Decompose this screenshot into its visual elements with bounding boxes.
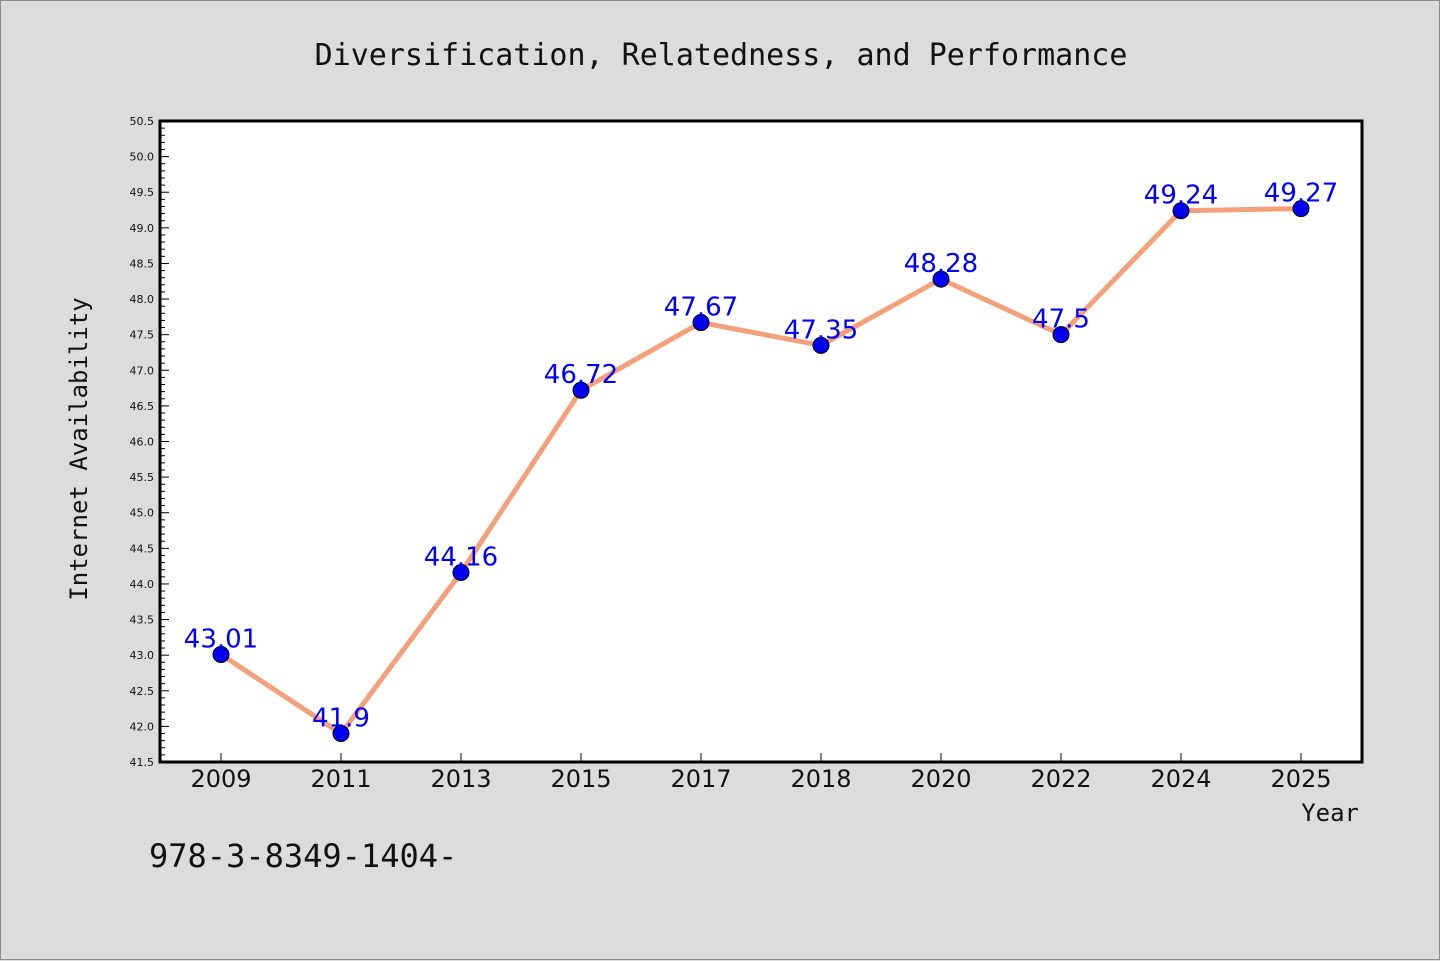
series-line [218, 206, 1304, 737]
footer-id-text: 978-3-8349-1404- [149, 837, 457, 875]
data-point-marker [212, 645, 230, 663]
series-layer: 43.01 41.9 44.16 46.72 47.67 47.35 48.28 47.5 49… [184, 179, 1338, 743]
y-tick-label: 45.0 [130, 507, 155, 520]
data-point-marker [692, 314, 710, 332]
y-tick-label: 49.0 [130, 222, 155, 235]
x-tick-label: 2017 [670, 765, 731, 793]
data-label: 43.01 [184, 624, 258, 654]
data-label: 47.5 [1032, 305, 1090, 335]
data-point-marker [812, 336, 830, 354]
data-label: 47.67 [664, 293, 738, 323]
y-tick-label: 46.5 [130, 400, 155, 413]
y-tick-label: 43.5 [130, 614, 155, 627]
data-label: 46.72 [544, 360, 618, 390]
x-axis: 2009 2011 2013 2015 2017 2018 2020 2022 2024 2025 [190, 753, 1332, 793]
x-tick-label: 2009 [190, 765, 251, 793]
x-tick-label: 2022 [1030, 765, 1091, 793]
y-tick-label: 48.5 [130, 257, 155, 270]
data-label: 49.27 [1264, 179, 1338, 209]
x-tick-label: 2025 [1270, 765, 1331, 793]
y-tick-label: 47.5 [130, 329, 155, 342]
x-tick-label: 2011 [310, 765, 371, 793]
data-point-marker [1172, 202, 1190, 220]
y-tick-label: 41.5 [130, 756, 155, 769]
x-tick-label: 2024 [1150, 765, 1211, 793]
y-tick-label: 50.5 [130, 115, 155, 128]
x-tick-label: 2018 [790, 765, 851, 793]
data-point-marker [1292, 200, 1310, 218]
y-tick-label: 50.0 [130, 151, 155, 164]
data-point-marker [332, 725, 350, 743]
y-tick-label: 48.0 [130, 293, 155, 306]
x-tick-label: 2020 [910, 765, 971, 793]
y-tick-label: 43.0 [130, 649, 155, 662]
y-tick-label: 46.0 [130, 436, 155, 449]
data-label: 41.9 [312, 704, 370, 734]
data-point-marker [932, 270, 950, 288]
data-label: 44.16 [424, 543, 498, 573]
y-axis: 41.5 42.0 42.5 43.0 43.5 44.0 44.5 45.0 45.5 46.0… [130, 115, 169, 769]
y-tick-label: 49.5 [130, 186, 155, 199]
y-tick-label: 42.0 [130, 720, 155, 733]
x-tick-label: 2013 [430, 765, 491, 793]
chart-title: Diversification, Relatedness, and Perfor… [315, 38, 1128, 73]
y-axis-title: Internet Availability [65, 297, 93, 600]
data-point-marker [572, 381, 590, 399]
x-tick-label: 2015 [550, 765, 611, 793]
x-axis-title: Year [1301, 799, 1359, 827]
y-tick-label: 45.5 [130, 471, 155, 484]
y-tick-label: 47.0 [130, 364, 155, 377]
y-tick-label: 42.5 [130, 685, 155, 698]
data-point-marker [452, 564, 470, 582]
data-label: 49.24 [1144, 181, 1218, 211]
data-label: 47.35 [784, 315, 858, 345]
y-tick-label: 44.0 [130, 578, 155, 591]
data-point-marker [1052, 326, 1070, 344]
data-label: 48.28 [904, 249, 978, 279]
y-tick-label: 44.5 [130, 542, 155, 555]
